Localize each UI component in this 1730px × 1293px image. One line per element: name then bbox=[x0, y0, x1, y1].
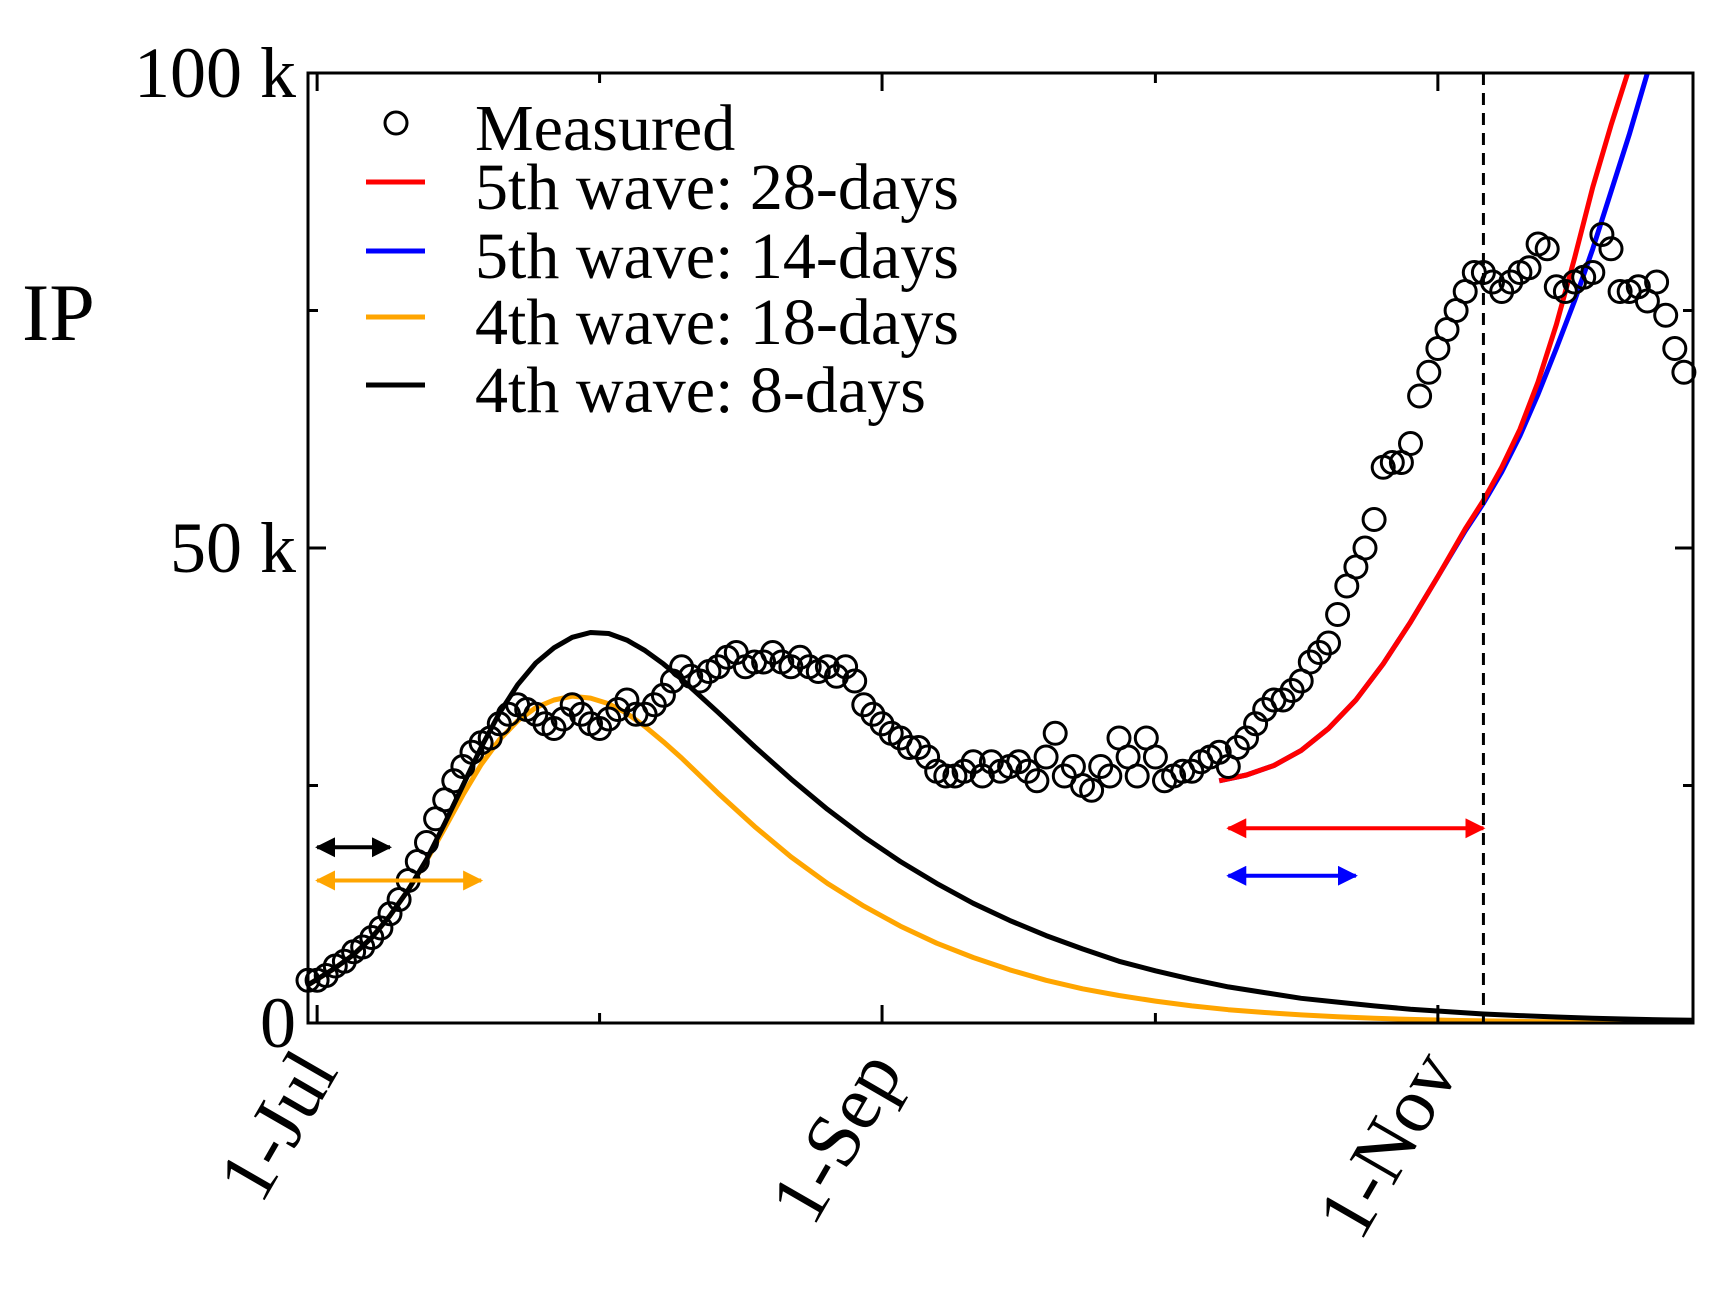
measured-point bbox=[1379, 450, 1405, 475]
measured-point bbox=[1024, 768, 1050, 794]
legend-label: 4th wave: 8-days bbox=[475, 354, 926, 427]
measured-point bbox=[933, 763, 959, 789]
measured-point bbox=[1124, 763, 1150, 789]
measured-point bbox=[1607, 279, 1633, 304]
measured-point bbox=[1580, 260, 1606, 285]
range-arrows-layer bbox=[315, 818, 1486, 891]
measured-point bbox=[1516, 255, 1542, 281]
measured-point bbox=[1534, 236, 1560, 262]
y-tick-label: 0 bbox=[260, 983, 296, 1063]
y-tick-label: 100 k bbox=[134, 33, 296, 113]
measured-point bbox=[1671, 359, 1697, 385]
legend-marker-measured bbox=[383, 110, 409, 136]
measured-point bbox=[1361, 507, 1387, 532]
legend-label: 4th wave: 18-days bbox=[475, 286, 959, 359]
measured-point bbox=[1325, 602, 1351, 627]
measured-point bbox=[1653, 302, 1679, 328]
plot-area bbox=[295, 73, 1697, 1023]
measured-point bbox=[1097, 763, 1123, 789]
measured-point bbox=[1407, 383, 1433, 409]
measured-point bbox=[414, 830, 439, 855]
measured-point bbox=[1079, 777, 1105, 803]
measured-point bbox=[1352, 535, 1378, 561]
measured-points-layer bbox=[295, 222, 1697, 993]
measured-point bbox=[1398, 431, 1423, 456]
legend-label: 5th wave: 14-days bbox=[475, 220, 959, 293]
legend-label: Measured bbox=[475, 92, 735, 165]
series-line-5th-wave-28-days bbox=[1218, 73, 1631, 784]
y-axis-label: IP bbox=[22, 267, 95, 358]
y-tick-label: 50 k bbox=[170, 508, 296, 588]
measured-point bbox=[1316, 630, 1341, 656]
measured-point bbox=[842, 668, 868, 694]
measured-point bbox=[1644, 269, 1670, 295]
measured-point bbox=[1142, 744, 1168, 770]
measured-point bbox=[1033, 744, 1059, 770]
measured-point bbox=[1042, 720, 1068, 746]
axis-ticks bbox=[308, 71, 1693, 1025]
measured-point bbox=[1416, 359, 1442, 385]
legend-label: 5th wave: 28-days bbox=[475, 151, 959, 224]
measured-point bbox=[1598, 236, 1624, 262]
measured-point bbox=[1662, 336, 1688, 361]
